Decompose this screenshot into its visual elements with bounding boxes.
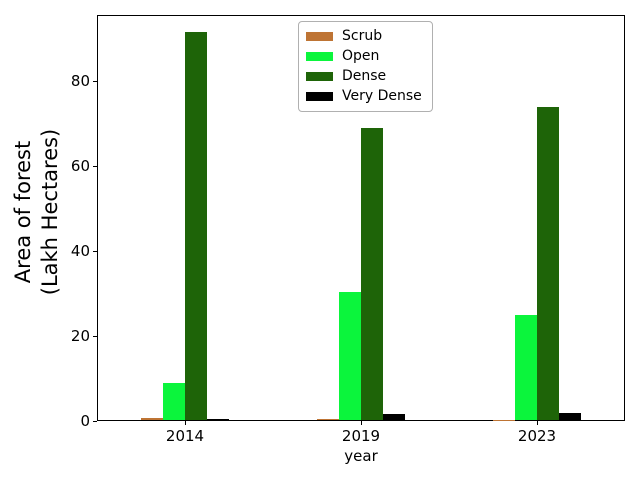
bar-dense-2023 [537,107,559,420]
x-tick-mark-2023 [537,421,538,425]
bar-dense-2014 [185,31,207,420]
bar-scrub-2019 [317,418,339,420]
x-tick-label-2019: 2019 [341,427,381,445]
y-tick-mark-60 [93,165,97,167]
y-tick-label-60: 60 [70,156,90,175]
bar-very-dense-2023 [559,413,581,420]
y-tick-label-0: 0 [80,412,90,430]
bar-open-2019 [339,292,361,420]
legend-swatch-scrub [306,32,333,41]
x-axis-label: year [344,447,378,465]
legend-item-scrub: Scrub [306,28,422,45]
y-tick-label-80: 80 [70,71,90,90]
x-tick-mark-2019 [361,421,362,425]
y-axis-label-line2: (Lakh Hectares) [38,128,62,296]
y-tick-label-20: 20 [70,326,90,345]
bar-very-dense-2014 [207,418,229,420]
bar-open-2014 [163,383,185,420]
y-tick-mark-40 [93,250,97,252]
bar-scrub-2014 [141,417,163,420]
y-tick-mark-20 [93,335,97,337]
x-tick-label-2014: 2014 [165,427,205,445]
legend-box: Scrub Open Dense Very Dense [298,21,433,112]
y-axis-label-line1: Area of forest [11,140,35,284]
legend-label-open: Open [342,48,380,64]
legend-swatch-very-dense [306,92,333,101]
legend-label-dense: Dense [342,68,387,84]
legend-label-very-dense: Very Dense [342,88,422,104]
bar-open-2023 [515,315,537,420]
y-tick-label-40: 40 [70,241,90,260]
legend-item-dense: Dense [306,68,422,85]
legend-item-open: Open [306,48,422,65]
legend-item-very-dense: Very Dense [306,88,422,105]
bar-dense-2019 [361,128,383,420]
legend-swatch-open [306,52,333,61]
x-tick-mark-2014 [185,421,186,425]
y-tick-mark-0 [93,421,97,422]
y-axis-label: Area of forest (Lakh Hectares) [10,129,64,296]
y-tick-mark-80 [93,80,97,82]
legend-label-scrub: Scrub [342,28,383,44]
x-tick-label-2023: 2023 [517,427,557,445]
bar-very-dense-2019 [383,414,405,420]
legend-swatch-dense [306,72,333,81]
